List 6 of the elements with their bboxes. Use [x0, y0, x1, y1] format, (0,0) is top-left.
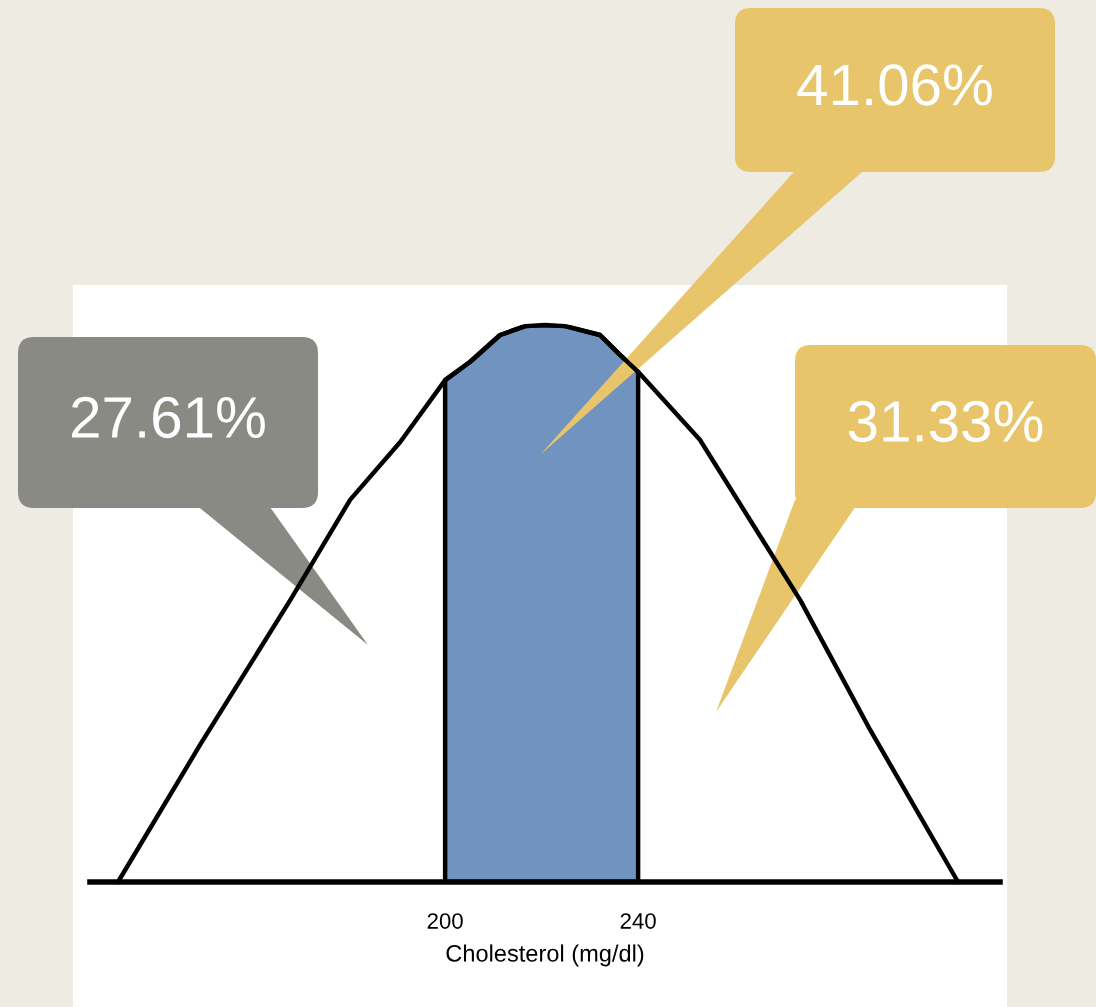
- x-tick-label: 200: [427, 913, 463, 929]
- text: 41.06%: [797, 64, 992, 106]
- x-tick-label: 240: [620, 913, 656, 929]
- annotation: 27.61%: [72, 396, 265, 439]
- x-axis-title: Cholesterol (mg/dl): [446, 944, 644, 967]
- annotation: 31.33%: [848, 400, 1043, 443]
